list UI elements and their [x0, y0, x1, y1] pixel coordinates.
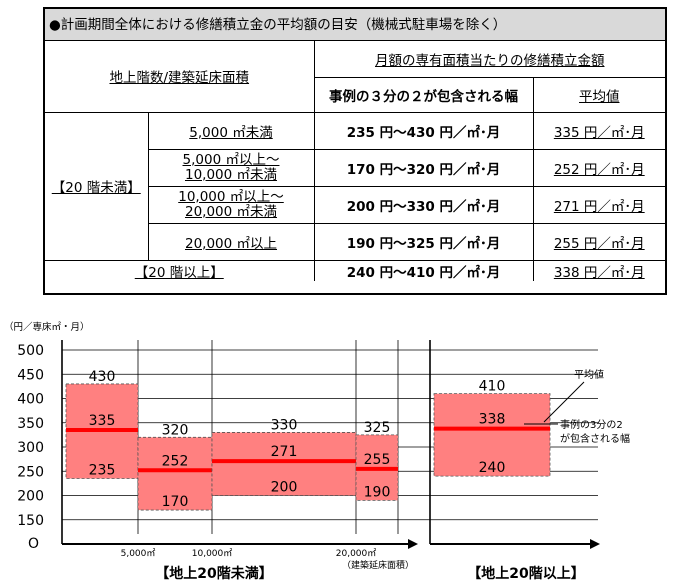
- row-range: 170 円～320 円／㎡･月: [313, 148, 534, 187]
- average-label: 255: [364, 452, 391, 468]
- low-label: 190: [364, 484, 391, 500]
- annotation-leader: [543, 381, 585, 423]
- average-label: 252: [162, 453, 189, 469]
- row-average: 335 円／㎡･月: [532, 111, 665, 150]
- row-average: 252 円／㎡･月: [532, 148, 665, 187]
- row-area: 5,000 ㎡未満: [147, 111, 315, 150]
- table-title: ●計画期間全体における修繕積立金の平均額の目安（機械式駐車場を除く）: [45, 9, 665, 41]
- group-over20: 【20 階以上】: [45, 259, 315, 281]
- y-tick-label: 300: [17, 440, 44, 456]
- y-tick-label: 450: [17, 367, 44, 383]
- high-label: 330: [271, 417, 298, 433]
- average-label: 271: [271, 444, 298, 460]
- y-tick-label: 350: [17, 416, 44, 432]
- low-label: 200: [271, 480, 298, 496]
- x-axis-arrow: [408, 539, 418, 549]
- x-tick-label: 10,000㎡: [192, 548, 233, 559]
- x-axis-label: （建築延床面積）: [342, 559, 414, 571]
- cost-table-panel: ●計画期間全体における修繕積立金の平均額の目安（機械式駐車場を除く） 地上階数/…: [43, 7, 667, 295]
- low-label: 170: [162, 494, 189, 510]
- y-tick-label: 400: [17, 392, 44, 408]
- header-range: 事例の３分の２が包含される幅: [314, 76, 534, 113]
- x-tick-label: 20,000㎡: [336, 548, 377, 559]
- high-label: 430: [89, 369, 116, 385]
- y-tick-label: 200: [17, 489, 44, 505]
- cost-table: 地上階数/建築延床面積 月額の専有面積当たりの修繕積立金額 事例の３分の２が包含…: [45, 41, 665, 281]
- group-under20: 【20 階未満】: [45, 111, 149, 261]
- group-label-under20: 【地上20階未満】: [155, 565, 272, 582]
- header-floor-area: 地上階数/建築延床面積: [45, 41, 315, 113]
- row-average: 255 円／㎡･月: [532, 222, 665, 261]
- high-label: 410: [479, 379, 506, 395]
- annotation-average: 平均値: [574, 368, 604, 381]
- x-tick-label: 5,000㎡: [121, 548, 156, 559]
- y-tick-label: 150: [17, 513, 44, 529]
- row-area: 10,000 ㎡以上～ 20,000 ㎡未満: [148, 185, 315, 224]
- x-axis-arrow: [590, 539, 600, 549]
- low-label: 235: [89, 463, 116, 479]
- annotation-range-line2: が包含される幅: [560, 432, 630, 445]
- row-range: 200 円～330 円／㎡･月: [313, 185, 534, 224]
- origin-label: O: [28, 536, 39, 552]
- high-label: 320: [162, 422, 189, 438]
- header-monthly-amount: 月額の専有面積当たりの修繕積立金額: [313, 41, 665, 78]
- low-label: 240: [479, 460, 506, 476]
- y-tick-label: 500: [17, 343, 44, 359]
- header-average: 平均値: [532, 76, 665, 113]
- average-label: 338: [479, 412, 506, 428]
- range-box: [433, 393, 551, 477]
- annotation-range-line1: 事例の3分の2: [560, 418, 623, 431]
- group-label-over20: 【地上20階以上】: [467, 565, 584, 582]
- row-area: 5,000 ㎡以上～ 10,000 ㎡未満: [148, 148, 315, 187]
- row-range: 190 円～325 円／㎡･月: [313, 222, 534, 261]
- y-axis-label: （円／専床㎡・月）: [4, 321, 90, 333]
- high-label: 325: [364, 420, 391, 436]
- range-box: [211, 432, 357, 496]
- row-range: 235 円～430 円／㎡･月: [313, 111, 534, 150]
- row-average: 338 円／㎡･月: [532, 259, 665, 281]
- row-average: 271 円／㎡･月: [532, 185, 665, 224]
- cost-chart: （円／専床㎡・月） 150 200 250 300 350 400 450 500 O 5,000㎡…: [4, 321, 630, 582]
- average-label: 335: [89, 413, 116, 429]
- y-tick-label: 250: [17, 464, 44, 480]
- row-range: 240 円～410 円／㎡･月: [313, 259, 534, 281]
- row-area: 20,000 ㎡以上: [148, 222, 315, 261]
